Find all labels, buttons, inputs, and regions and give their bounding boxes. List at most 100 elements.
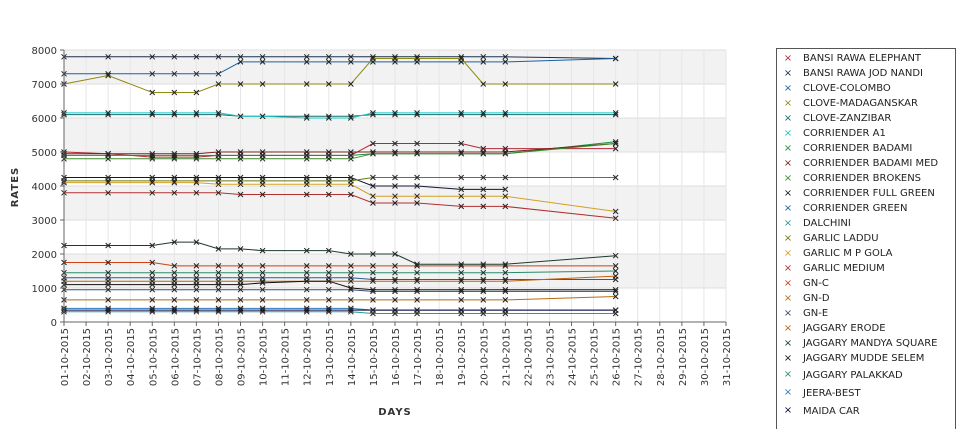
data-point-marker <box>105 189 111 196</box>
data-point-marker <box>259 263 266 269</box>
data-point-marker <box>215 149 222 155</box>
data-point-marker <box>303 53 310 60</box>
x-tick-label: 17-10-2015 <box>413 328 424 386</box>
legend-item: × GN-C <box>777 276 955 291</box>
data-point-marker <box>325 286 332 293</box>
legend-marker-icon: × <box>783 387 793 398</box>
data-point-marker <box>414 261 420 268</box>
series-line <box>64 241 616 265</box>
legend-item: × GN-E <box>777 306 955 321</box>
legend-item: × CORRIENDER FULL GREEN <box>777 186 955 201</box>
legend-marker-icon: × <box>783 187 793 199</box>
data-point-marker <box>105 155 111 162</box>
x-tick-label: 18-10-2015 <box>435 328 446 386</box>
data-point-marker <box>259 113 266 120</box>
data-point-marker <box>105 242 111 249</box>
legend-marker-icon: × <box>783 247 793 259</box>
data-point-marker <box>193 110 200 116</box>
data-point-marker <box>237 286 244 293</box>
data-point-marker <box>259 181 266 188</box>
series-line <box>64 289 616 292</box>
legend-label: GN-D <box>803 293 830 304</box>
data-point-marker <box>502 297 509 303</box>
data-point-marker <box>370 183 376 189</box>
data-point-marker <box>392 110 398 116</box>
legend-label: CORRIENDER BROKENS <box>803 173 922 184</box>
x-tick-label: 03-10-2015 <box>104 328 115 386</box>
legend-marker-icon: × <box>783 322 793 334</box>
x-tick-label: 26-10-2015 <box>612 328 623 386</box>
series-3 <box>61 55 619 77</box>
data-point-marker <box>414 55 420 62</box>
data-point-marker <box>392 307 398 313</box>
data-point-marker <box>237 53 244 60</box>
data-point-marker <box>480 286 487 293</box>
data-point-marker <box>325 181 332 188</box>
data-point-marker <box>480 186 487 193</box>
data-point-marker <box>502 286 509 293</box>
data-point-marker <box>215 269 222 276</box>
x-tick-label: 12-10-2015 <box>303 328 314 386</box>
data-point-marker <box>259 149 266 155</box>
data-point-marker <box>193 150 200 157</box>
data-point-marker <box>502 193 509 200</box>
legend-label: CORRIENDER BADAMI MED <box>803 158 939 169</box>
series-9 <box>61 140 619 162</box>
data-point-marker <box>237 155 244 162</box>
data-point-marker <box>348 251 354 257</box>
data-point-marker <box>348 278 354 285</box>
legend-item: × CORRIENDER A1 <box>777 126 955 141</box>
data-point-marker <box>348 59 354 65</box>
line-chart: 0 1000 2000 3000 4000 5000 6000 7000 8000 01-10-… <box>10 46 733 418</box>
data-point-marker <box>414 269 420 276</box>
data-point-marker <box>259 53 266 60</box>
data-point-marker <box>612 293 619 300</box>
data-point-marker <box>325 191 332 198</box>
data-point-marker <box>392 278 398 285</box>
x-tick-label: 31-10-2015 <box>722 328 733 386</box>
x-tick-label: 20-10-2015 <box>479 328 490 386</box>
data-point-marker <box>303 191 310 198</box>
data-point-marker <box>215 286 222 293</box>
legend-marker-icon: × <box>783 142 793 154</box>
legend-marker-icon: × <box>783 307 793 319</box>
data-point-marker <box>502 261 509 268</box>
data-point-marker <box>325 307 332 313</box>
data-point-marker <box>325 115 332 121</box>
data-point-marker <box>370 193 376 200</box>
legend-marker-icon: × <box>783 337 793 349</box>
data-point-marker <box>105 110 111 116</box>
data-point-marker <box>414 140 420 147</box>
data-point-marker <box>458 150 465 157</box>
series-line <box>64 56 616 59</box>
data-point-marker <box>215 155 222 162</box>
data-point-marker <box>414 200 420 206</box>
data-point-marker <box>325 247 332 254</box>
data-point-marker <box>502 174 509 181</box>
data-point-marker <box>149 70 156 77</box>
series-24 <box>61 307 619 313</box>
data-point-marker <box>480 269 487 276</box>
data-point-marker <box>215 81 222 87</box>
x-tick-label: 27-10-2015 <box>634 328 645 386</box>
series-6 <box>61 110 619 121</box>
data-point-marker <box>325 278 332 285</box>
data-point-marker <box>348 81 354 87</box>
data-point-marker <box>458 278 465 285</box>
legend-label: CLOVE-ZANZIBAR <box>803 113 892 124</box>
legend-item: × MAIDA CAR <box>777 402 955 420</box>
x-tick-label: 01-10-2015 <box>60 328 71 386</box>
data-point-marker <box>105 281 111 288</box>
data-point-marker <box>370 297 376 303</box>
data-point-marker <box>149 307 156 313</box>
series-line <box>64 262 616 267</box>
data-point-marker <box>193 307 200 313</box>
data-point-marker <box>458 203 465 210</box>
legend-marker-icon: × <box>783 369 793 380</box>
series-20 <box>61 239 619 268</box>
data-point-marker <box>325 53 332 60</box>
data-point-marker <box>612 174 619 181</box>
legend-item: × JAGGARY MANDYA SQUARE <box>777 336 955 351</box>
data-point-marker <box>480 193 487 200</box>
legend-item: × GARLIC MEDIUM <box>777 261 955 276</box>
